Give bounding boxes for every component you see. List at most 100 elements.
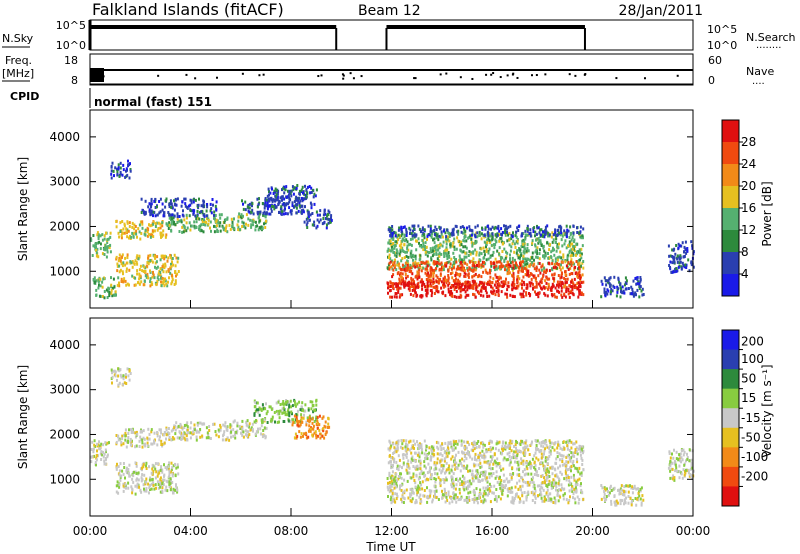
range-gate-cell: [517, 274, 520, 278]
range-gate-cell: [529, 234, 532, 238]
range-gate-cell: [436, 275, 439, 279]
range-gate-cell: [167, 268, 170, 272]
range-gate-cell: [99, 242, 102, 246]
range-gate-cell: [442, 240, 445, 244]
range-gate-cell: [553, 293, 556, 296]
range-gate-cell: [214, 217, 217, 221]
range-gate-cell: [487, 251, 490, 255]
range-gate-cell: [179, 422, 182, 426]
range-gate-cell: [250, 223, 253, 227]
range-gate-cell: [409, 285, 411, 289]
range-gate-cell: [166, 224, 169, 227]
power-colorbar-swatch: [722, 252, 739, 275]
range-gate-cell: [426, 457, 429, 461]
range-gate-cell: [433, 246, 436, 249]
range-gate-cell: [122, 231, 124, 235]
range-gate-cell: [195, 429, 198, 433]
range-gate-cell: [121, 270, 124, 274]
range-gate-cell: [469, 228, 472, 232]
range-gate-cell: [179, 431, 182, 435]
range-gate-cell: [308, 218, 311, 222]
range-gate-cell: [409, 263, 412, 267]
range-gate-cell: [135, 444, 138, 448]
range-gate-cell: [619, 282, 622, 286]
range-gate-cell: [290, 194, 293, 198]
range-gate-cell: [122, 442, 125, 446]
range-gate-cell: [474, 463, 477, 467]
range-gate-cell: [266, 421, 269, 424]
range-gate-cell: [98, 240, 101, 244]
range-gate-cell: [274, 420, 276, 424]
range-gate-cell: [156, 255, 159, 259]
range-gate-cell: [560, 286, 563, 290]
range-gate-cell: [550, 484, 553, 487]
range-gate-cell: [518, 479, 521, 483]
range-gate-cell: [483, 460, 486, 464]
range-gate-cell: [474, 225, 477, 229]
range-gate-cell: [171, 260, 173, 264]
range-gate-cell: [401, 500, 403, 504]
range-gate-cell: [551, 282, 554, 286]
range-gate-cell: [559, 229, 562, 232]
range-gate-cell: [127, 374, 130, 378]
range-gate-cell: [547, 494, 550, 498]
range-gate-cell: [460, 230, 463, 234]
range-gate-cell: [451, 263, 454, 267]
range-gate-cell: [256, 212, 259, 216]
range-gate-cell: [116, 462, 118, 466]
range-gate-cell: [171, 217, 174, 221]
range-gate-cell: [400, 278, 403, 282]
range-gate-cell: [491, 457, 494, 461]
range-gate-cell: [281, 402, 284, 406]
range-gate-cell: [457, 278, 460, 282]
range-gate-cell: [216, 219, 219, 223]
range-gate-cell: [671, 255, 674, 258]
range-gate-cell: [577, 262, 580, 266]
range-gate-cell: [410, 249, 413, 253]
range-gate-cell: [176, 212, 179, 216]
range-gate-cell: [199, 428, 202, 431]
range-gate-cell: [612, 284, 615, 288]
range-gate-cell: [206, 203, 209, 206]
range-gate-cell: [536, 252, 539, 256]
range-gate-cell: [215, 208, 218, 212]
range-gate-cell: [129, 260, 132, 264]
frequency-point: [317, 75, 320, 78]
range-gate-cell: [391, 245, 393, 249]
range-gate-cell: [185, 434, 188, 438]
noise-series: [89, 25, 586, 50]
range-gate-cell: [184, 204, 187, 208]
range-gate-cell: [460, 439, 463, 443]
range-gate-cell: [464, 251, 467, 255]
range-gate-cell: [137, 227, 140, 231]
range-gate-cell: [603, 290, 606, 294]
range-gate-cell: [125, 269, 128, 273]
range-gate-cell: [429, 234, 432, 238]
range-gate-cell: [271, 187, 273, 191]
range-gate-cell: [507, 281, 510, 285]
range-gate-cell: [501, 486, 504, 490]
range-gate-cell: [496, 249, 499, 253]
range-gate-cell: [560, 284, 563, 288]
range-gate-cell: [198, 217, 201, 221]
range-gate-cell: [443, 279, 446, 283]
range-gate-cell: [524, 237, 527, 241]
range-gate-cell: [194, 428, 196, 432]
range-gate-cell: [141, 222, 144, 226]
range-gate-cell: [600, 279, 603, 283]
range-gate-cell: [251, 219, 254, 223]
range-gate-cell: [437, 253, 440, 257]
frequency-point: [516, 76, 519, 79]
range-gate-cell: [318, 423, 321, 427]
range-gate-cell: [252, 212, 255, 216]
range-gate-cell: [449, 245, 452, 249]
range-gate-cell: [224, 218, 227, 222]
range-gate-cell: [270, 417, 273, 421]
range-gate-cell: [554, 286, 557, 290]
range-gate-cell: [141, 445, 144, 449]
range-gate-cell: [473, 266, 476, 270]
range-gate-cell: [568, 284, 571, 288]
range-gate-cell: [430, 249, 432, 253]
range-gate-cell: [175, 421, 178, 425]
range-gate-cell: [143, 489, 146, 493]
